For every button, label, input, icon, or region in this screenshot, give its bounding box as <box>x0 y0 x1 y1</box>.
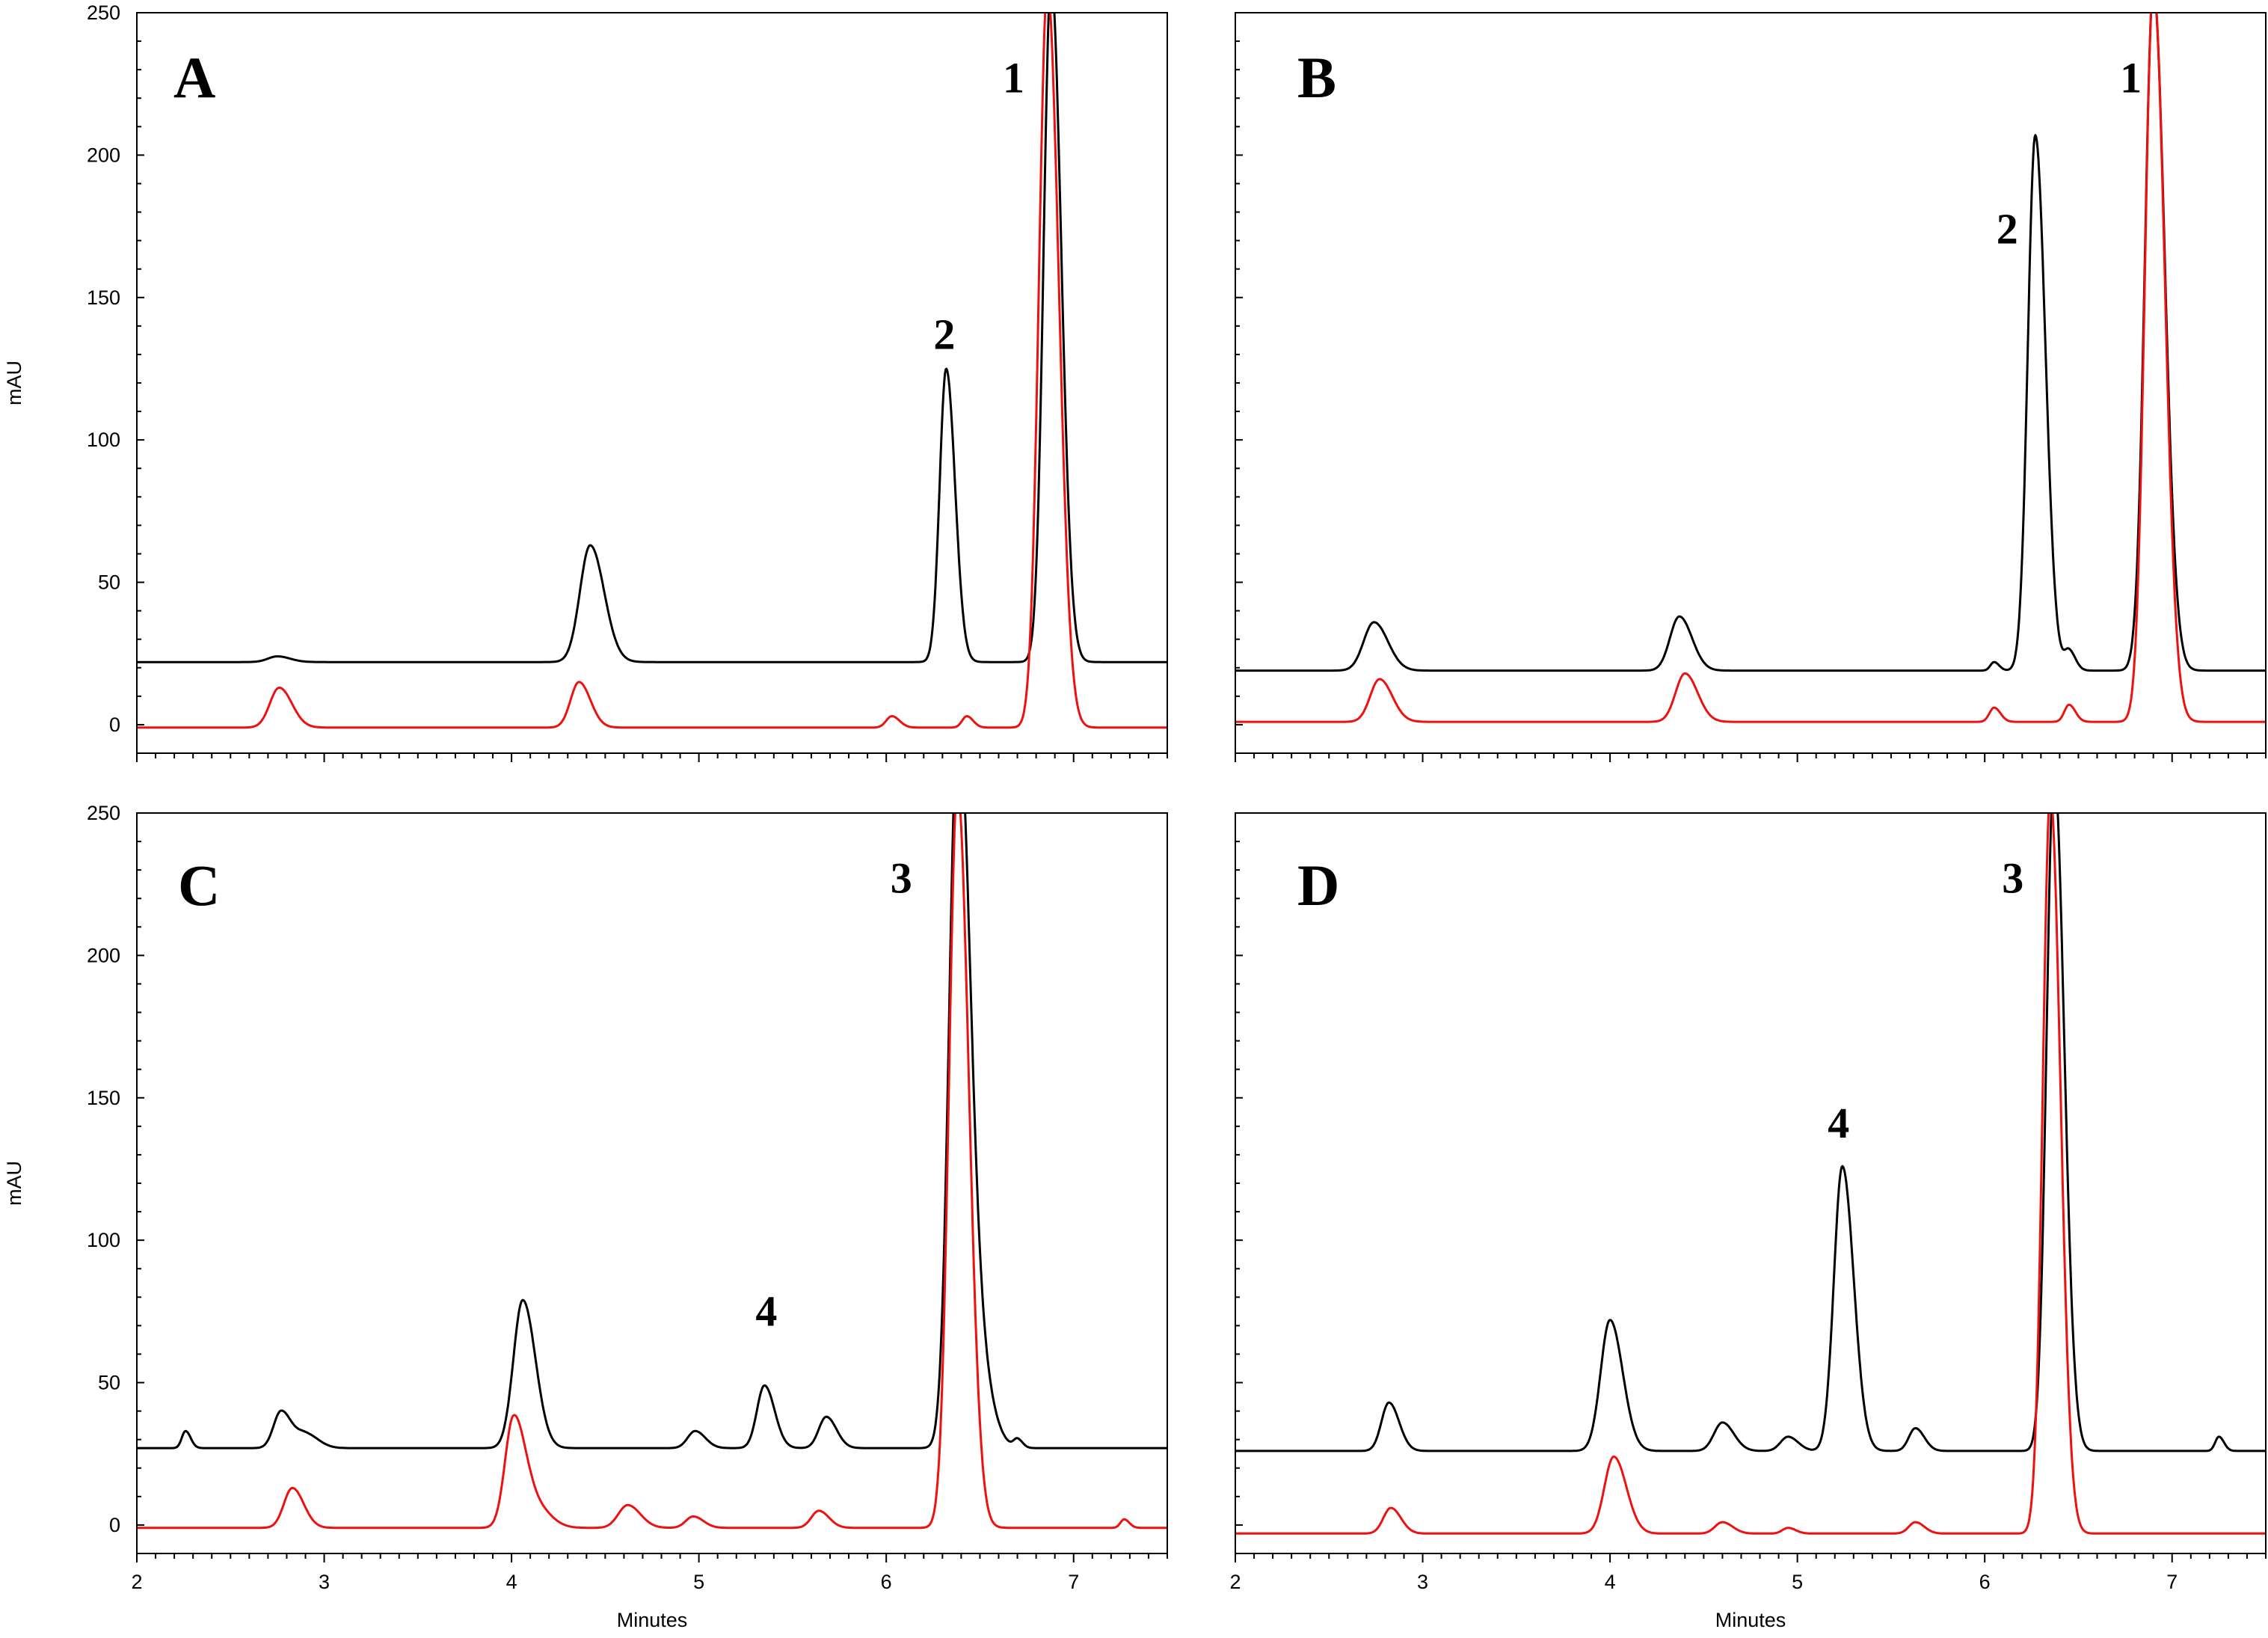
panel-d-traces <box>1235 813 2266 1535</box>
panel-d-xlabel: Minutes <box>1715 1609 1786 1631</box>
panel-c-ytick-label: 0 <box>109 1514 120 1536</box>
panel-a-black-trace <box>137 13 1167 663</box>
panel-c-xlabel: Minutes <box>617 1609 688 1631</box>
panel-a-peak-label: 1 <box>1003 54 1024 102</box>
panel-d-xtick-label: 5 <box>1792 1571 1803 1593</box>
panel-d-xtick-label: 4 <box>1605 1571 1616 1593</box>
panel-a-ytick-label: 250 <box>87 1 120 24</box>
panel-c-frame <box>136 812 1168 1554</box>
panel-b-ticks <box>1235 12 2267 762</box>
panel-c: 0 50 100 150 200 250 2 3 4 5 6 7 mAU Minutes C 4 3 <box>3 802 1168 1631</box>
panel-c-ticks: 0 50 100 150 200 250 2 3 4 5 6 7 <box>87 802 1168 1593</box>
panel-c-ytick-label: 250 <box>87 802 120 824</box>
panel-b: B 2 1 <box>1235 12 2267 762</box>
panel-a-red-trace <box>137 13 1167 729</box>
panel-d-xtick-label: 7 <box>2166 1571 2178 1593</box>
panel-a-letter: A <box>173 45 215 110</box>
panel-c-xtick-label: 5 <box>693 1571 704 1593</box>
panel-c-ytick-label: 100 <box>87 1229 120 1251</box>
panel-d-peak-label: 3 <box>2002 854 2023 903</box>
panel-d-xtick-label: 6 <box>1979 1571 1991 1593</box>
panel-c-ytick-label: 200 <box>87 944 120 966</box>
panel-c-letter: C <box>178 853 220 918</box>
panel-d-frame <box>1235 812 2267 1554</box>
panel-a-traces <box>137 13 1167 729</box>
panel-a-ytick-label: 0 <box>109 714 120 736</box>
panel-b-peak-label: 2 <box>1997 204 2018 253</box>
panel-b-traces <box>1235 13 2266 723</box>
panel-c-xtick-label: 7 <box>1068 1571 1079 1593</box>
panel-d-xtick-label: 3 <box>1417 1571 1428 1593</box>
panel-c-black-trace <box>137 813 1167 1450</box>
panel-c-peak-label: 3 <box>891 854 912 903</box>
panel-c-xtick-label: 2 <box>131 1571 142 1593</box>
panel-d-red-trace <box>1235 813 2266 1535</box>
panel-b-red-trace <box>1235 13 2266 723</box>
panel-a-ytick-label: 150 <box>87 286 120 309</box>
panel-c-ytick-label: 50 <box>98 1372 120 1394</box>
panel-c-traces <box>137 813 1167 1530</box>
panel-c-xtick-label: 3 <box>319 1571 330 1593</box>
panel-d-letter: D <box>1297 853 1339 918</box>
panel-a-peak-label: 2 <box>933 310 955 358</box>
panel-b-letter: B <box>1297 45 1336 110</box>
panel-a-ytick-label: 50 <box>98 571 120 594</box>
panel-a-ticks: 0 50 100 150 200 250 <box>87 1 1168 762</box>
panel-d-ticks: 2 3 4 5 6 7 <box>1229 812 2267 1593</box>
panel-a-ytick-label: 200 <box>87 144 120 166</box>
panel-d-peak-label: 4 <box>1828 1099 1849 1147</box>
panel-b-frame <box>1235 12 2267 754</box>
panel-d-xtick-label: 2 <box>1229 1571 1241 1593</box>
panel-b-black-trace <box>1235 13 2266 672</box>
panel-c-xtick-label: 6 <box>881 1571 892 1593</box>
panel-d: 2 3 4 5 6 7 Minutes D 4 3 <box>1229 812 2267 1631</box>
panel-c-red-trace <box>137 813 1167 1530</box>
panel-a-ytick-label: 100 <box>87 429 120 451</box>
panel-c-ylabel: mAU <box>3 1161 25 1206</box>
panel-a-frame <box>136 12 1168 754</box>
panel-a-ylabel: mAU <box>3 361 25 405</box>
panel-a: 0 50 100 150 200 250 mAU A 2 1 <box>3 1 1168 762</box>
panel-d-black-trace <box>1235 813 2266 1453</box>
panel-c-ytick-label: 150 <box>87 1087 120 1109</box>
panel-c-peak-label: 4 <box>755 1286 777 1335</box>
panel-b-peak-label: 1 <box>2120 54 2142 102</box>
panel-c-xtick-label: 4 <box>506 1571 517 1593</box>
